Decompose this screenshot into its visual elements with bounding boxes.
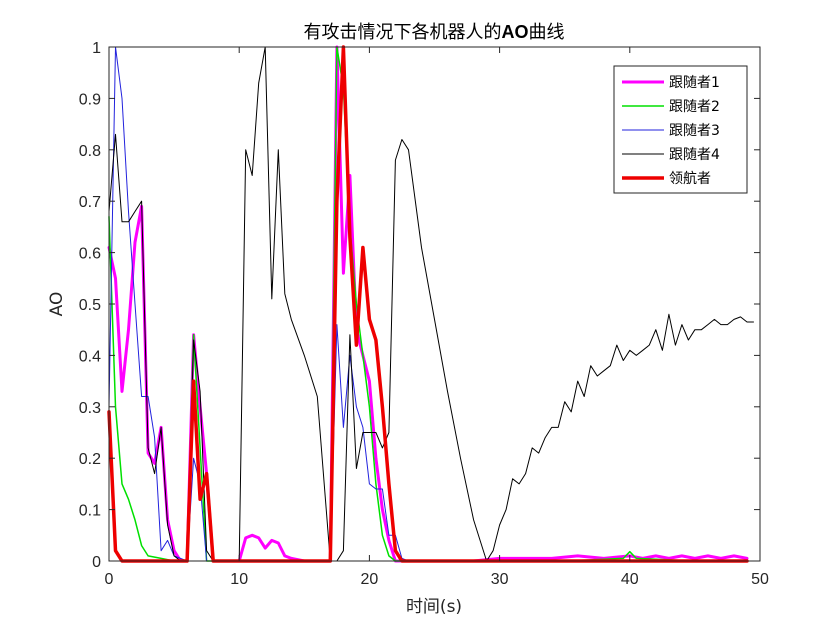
y-tick-label: 0 — [92, 554, 101, 571]
y-tick-label: 0.3 — [79, 400, 101, 417]
x-tick-label: 50 — [751, 571, 769, 588]
y-tick-label: 0.8 — [79, 143, 101, 160]
x-axis-label: 时间(s) — [406, 597, 462, 617]
chart-title: 有攻击情况下各机器人的AO曲线 — [304, 22, 565, 43]
x-tick-label: 0 — [105, 571, 114, 588]
legend-label-4: 跟随者4 — [669, 147, 720, 163]
chart-title-suffix: 曲线 — [529, 22, 565, 43]
x-tick-label: 40 — [621, 571, 639, 588]
x-tick-label: 30 — [491, 571, 509, 588]
y-tick-label: 0.1 — [79, 503, 101, 520]
x-axis: 0 10 20 30 40 50 — [105, 47, 769, 588]
series-line-4 — [108, 46, 754, 562]
x-tick-label: 20 — [361, 571, 379, 588]
y-tick-label: 0.4 — [79, 348, 101, 365]
y-axis: 0 0.1 0.2 0.3 0.4 0.5 0.6 0.7 0.8 0.9 1 — [79, 40, 760, 571]
y-tick-label: 0.6 — [79, 246, 101, 263]
legend-label-3: 跟随者3 — [669, 123, 720, 139]
x-tick-label: 10 — [230, 571, 248, 588]
chart-title-bold: AO — [502, 22, 529, 42]
legend-label-2: 跟随者2 — [669, 99, 720, 115]
y-tick-label: 1 — [92, 40, 101, 57]
y-tick-label: 0.7 — [79, 194, 101, 211]
y-tick-label: 0.2 — [79, 451, 101, 468]
chart-title-prefix: 有攻击情况下各机器人的 — [304, 22, 502, 43]
legend: 跟随者1 跟随者2 跟随者3 跟随者4 领航者 — [613, 65, 748, 194]
y-tick-label: 0.9 — [79, 91, 101, 108]
legend-items: 跟随者1 跟随者2 跟随者3 跟随者4 领航者 — [622, 75, 720, 187]
legend-label-1: 跟随者1 — [669, 75, 720, 91]
legend-label-5: 领航者 — [669, 171, 711, 187]
y-axis-label: AO — [47, 292, 67, 317]
y-tick-label: 0.5 — [79, 297, 101, 314]
